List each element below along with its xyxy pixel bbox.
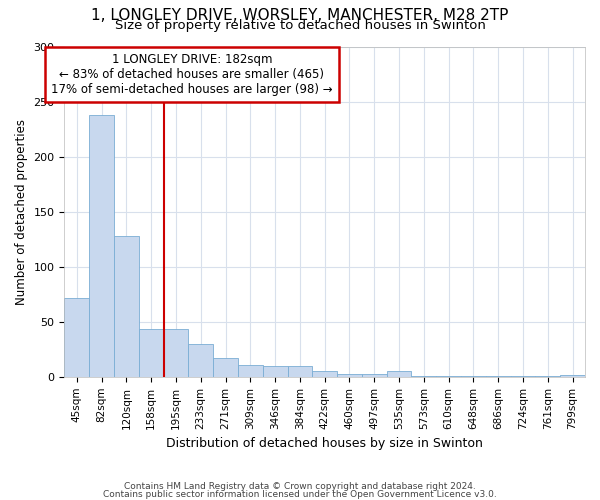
Bar — [461, 376, 486, 377]
Bar — [412, 376, 436, 377]
Bar — [114, 236, 139, 377]
Text: Contains public sector information licensed under the Open Government Licence v3: Contains public sector information licen… — [103, 490, 497, 499]
Bar — [213, 358, 238, 377]
Bar — [64, 298, 89, 377]
Text: Size of property relative to detached houses in Swinton: Size of property relative to detached ho… — [115, 19, 485, 32]
Bar — [238, 364, 263, 377]
Bar — [362, 374, 386, 377]
Bar — [263, 366, 287, 377]
Text: 1, LONGLEY DRIVE, WORSLEY, MANCHESTER, M28 2TP: 1, LONGLEY DRIVE, WORSLEY, MANCHESTER, M… — [91, 8, 509, 22]
Text: 1 LONGLEY DRIVE: 182sqm
← 83% of detached houses are smaller (465)
17% of semi-d: 1 LONGLEY DRIVE: 182sqm ← 83% of detache… — [51, 53, 333, 96]
X-axis label: Distribution of detached houses by size in Swinton: Distribution of detached houses by size … — [166, 437, 483, 450]
Text: Contains HM Land Registry data © Crown copyright and database right 2024.: Contains HM Land Registry data © Crown c… — [124, 482, 476, 491]
Bar — [511, 376, 535, 377]
Bar — [486, 376, 511, 377]
Bar — [313, 372, 337, 377]
Bar — [139, 330, 164, 377]
Bar — [337, 374, 362, 377]
Bar — [287, 366, 313, 377]
Bar — [436, 376, 461, 377]
Bar — [164, 330, 188, 377]
Bar — [89, 115, 114, 377]
Bar — [386, 372, 412, 377]
Bar — [560, 374, 585, 377]
Bar — [188, 344, 213, 377]
Bar — [535, 376, 560, 377]
Y-axis label: Number of detached properties: Number of detached properties — [15, 118, 28, 304]
